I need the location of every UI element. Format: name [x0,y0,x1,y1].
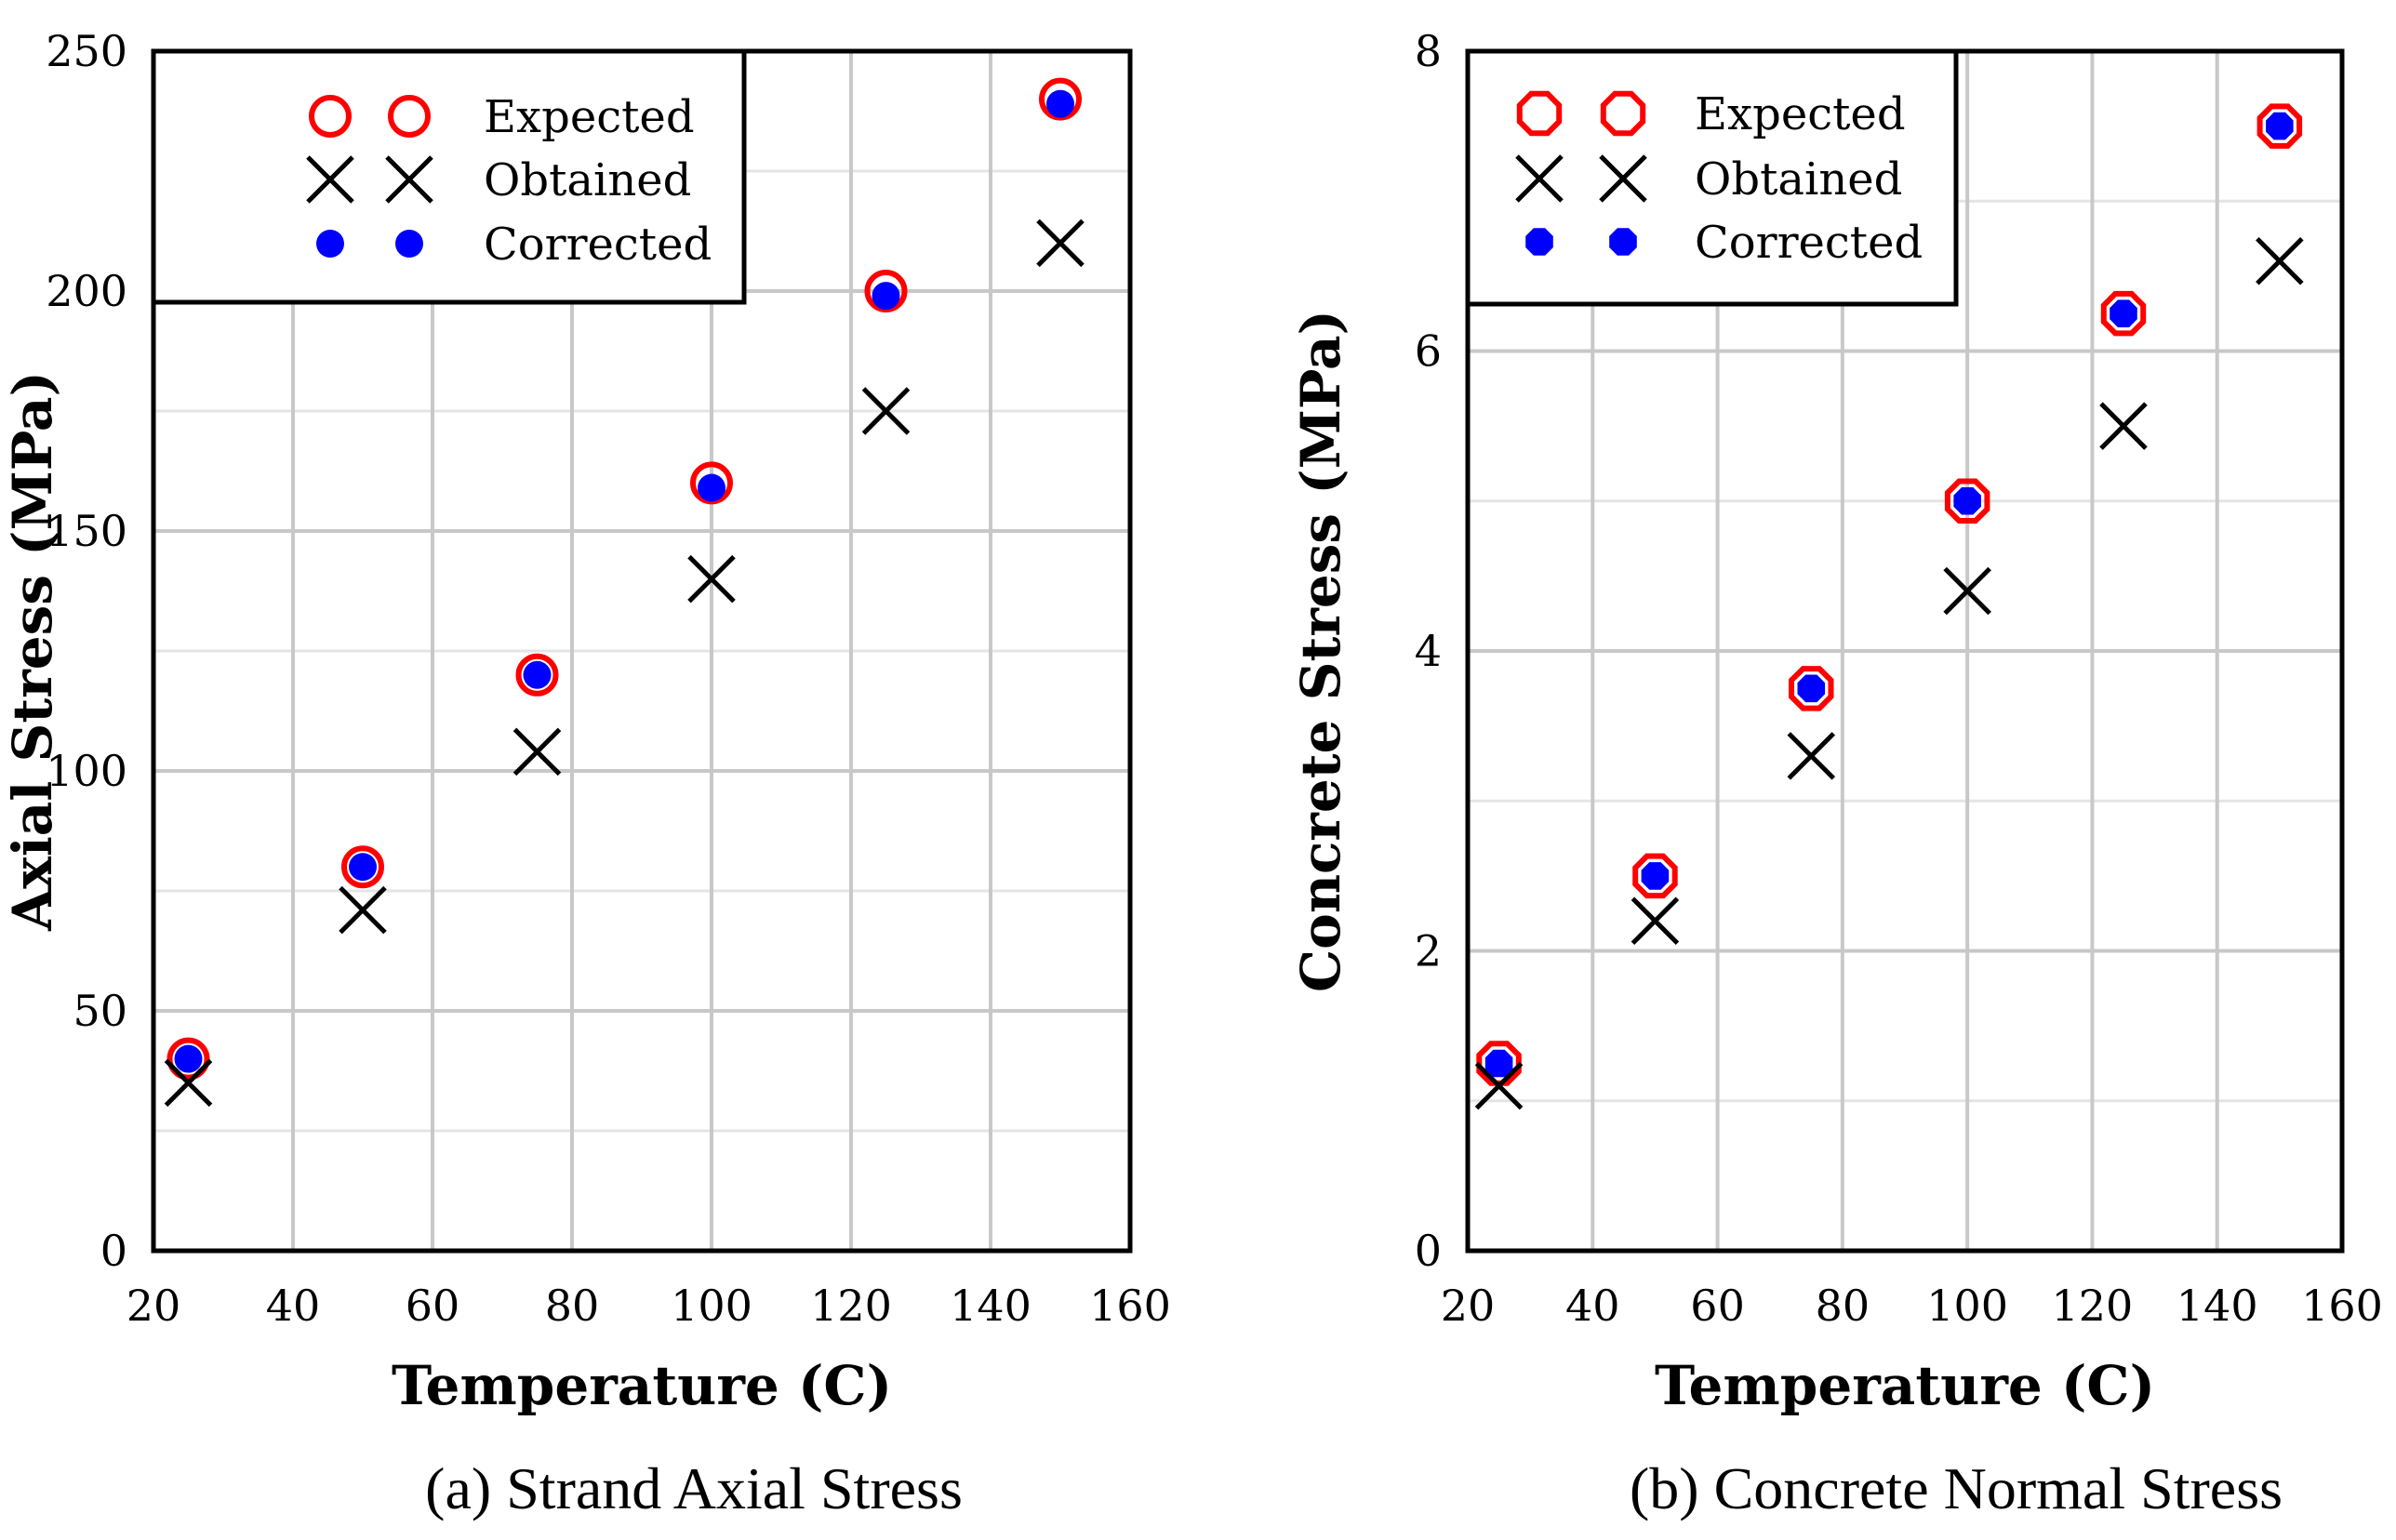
legend-marker-corrected [395,230,423,258]
legend-marker-obtained [1515,154,1564,203]
data-point-corrected [174,1044,203,1073]
x-tick-label: 120 [810,1281,892,1331]
y-tick-label: 50 [73,986,127,1036]
legend-marker-expected [1600,90,1646,137]
data-point-expected [1789,666,1834,711]
data-point-corrected [872,282,900,311]
data-point-obtained [861,387,911,435]
x-tick-label: 120 [2052,1281,2134,1331]
data-point-corrected [1797,674,1826,703]
data-point-expected [166,1037,210,1081]
y-axis-title: Concrete Stress (MPa) [1289,310,1352,992]
legend-label-obtained: Obtained [1695,153,1902,206]
data-point-corrected [1641,862,1670,890]
data-point-obtained [339,885,387,935]
y-axis-title: Axial Stress (MPa) [1,371,64,932]
x-tick-label: 160 [2301,1281,2383,1331]
x-tick-label: 60 [1690,1281,1745,1331]
y-tick-label: 6 [1415,326,1442,377]
y-tick-label: 0 [1415,1226,1442,1276]
data-point-obtained [2256,236,2304,285]
y-tick-label: 200 [46,266,127,316]
legend-label-corrected: Corrected [484,219,712,271]
chart-strand-axial-stress: 20 40 60 80 100 120 140 160 0 50 100 150 200 250 Tempe… [1,26,1171,1521]
data-point-expected [515,653,559,697]
chart-caption: (b) Concrete Normal Stress [1630,1455,2283,1521]
y-tick-label: 100 [46,746,127,796]
y-tick-label: 8 [1415,26,1442,76]
legend-marker-obtained [306,155,354,204]
data-point-corrected [2266,112,2294,140]
x-tick-label: 140 [2176,1281,2258,1331]
series-obtained [1474,236,2304,1110]
legend-label-expected: Expected [1695,88,1906,140]
legend-marker-expected [1516,90,1563,137]
data-point-obtained [512,727,562,777]
data-point-corrected [349,853,377,882]
data-point-corrected [698,473,725,502]
x-tick-label: 100 [671,1281,752,1331]
legend-box [151,48,747,305]
series-expected [166,77,1082,1081]
data-point-obtained [1943,566,1991,616]
data-point-expected [2256,103,2303,149]
x-axis-title: Temperature (C) [1655,1354,2155,1417]
data-point-expected [341,845,384,889]
legend-marker-corrected [1609,228,1637,256]
series-corrected [174,89,1074,1073]
y-tick-label: 2 [1415,926,1442,976]
legend-marker-obtained [1599,154,1647,203]
data-point-corrected [1484,1049,1513,1078]
x-tick-label: 100 [1926,1281,2008,1331]
legend-label-corrected: Corrected [1695,217,1923,269]
data-point-expected [2100,290,2147,337]
data-point-corrected [523,660,552,689]
legend-label-obtained: Obtained [484,154,691,206]
data-point-obtained [1631,896,1680,946]
series-obtained [164,219,1085,1108]
x-tick-label: 160 [1089,1281,1171,1331]
legend: Expected Obtained Corrected [1465,48,1959,307]
chart-concrete-normal-stress: 20 40 60 80 100 120 140 160 0 2 4 6 8 Temperature (C)… [1289,26,2383,1521]
x-tick-label: 80 [1816,1281,1870,1331]
legend-marker-corrected [316,230,344,258]
legend: Expected Obtained Corrected [151,48,747,305]
data-point-obtained [1474,1061,1524,1110]
data-point-corrected [1953,487,1981,515]
x-tick-label: 20 [126,1281,181,1331]
y-tick-label: 250 [46,26,127,76]
data-point-expected [1632,853,1678,899]
legend-marker-corrected [1525,228,1553,256]
chart-caption: (a) Strand Axial Stress [425,1455,963,1521]
x-tick-label: 80 [545,1281,600,1331]
y-tick-label: 0 [100,1226,127,1276]
data-point-expected [1944,478,1990,524]
data-point-obtained [2099,402,2148,450]
data-point-obtained [687,554,736,604]
data-point-corrected [1046,89,1074,118]
data-point-corrected [2110,299,2137,327]
series-corrected [1484,112,2294,1078]
data-point-obtained [1036,219,1085,268]
legend-marker-obtained [385,155,433,204]
x-tick-label: 140 [950,1281,1032,1331]
y-tick-label: 150 [46,506,127,556]
y-tick-label: 4 [1415,626,1442,676]
x-axis-title: Temperature (C) [392,1354,892,1417]
x-tick-label: 20 [1441,1281,1496,1331]
legend-marker-expected [309,95,352,138]
legend-label-expected: Expected [484,91,695,143]
x-tick-label: 40 [266,1281,321,1331]
data-point-obtained [164,1058,213,1108]
data-point-obtained [1787,732,1836,780]
legend-marker-expected [388,95,431,138]
x-tick-label: 60 [406,1281,460,1331]
x-tick-label: 40 [1565,1281,1620,1331]
